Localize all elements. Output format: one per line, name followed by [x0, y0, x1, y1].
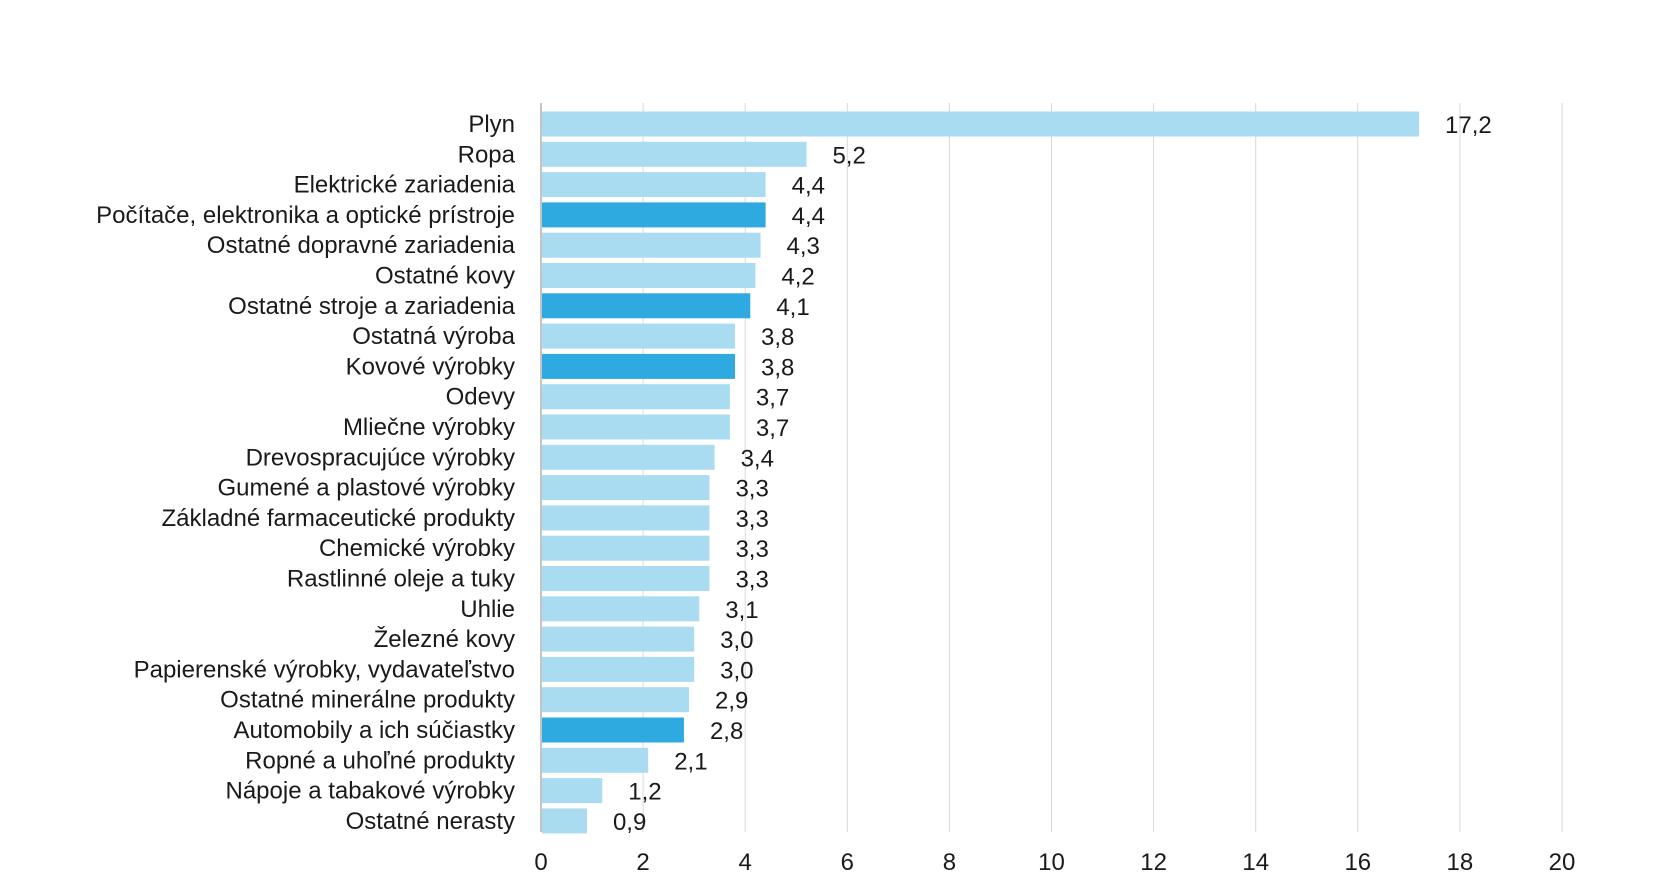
bars [542, 111, 1420, 834]
x-tick-label-10: 10 [1038, 849, 1065, 876]
value-label: 3,3 [735, 536, 768, 563]
bar-17 [542, 626, 695, 652]
x-tick-label-12: 12 [1140, 849, 1167, 876]
value-label: 4,3 [787, 233, 820, 260]
x-tick-label-4: 4 [739, 849, 752, 876]
category-labels: Plyn Ropa Elektrické zariadenia Počítače, e… [96, 111, 516, 835]
category-label: Ostatné minerálne produkty [220, 687, 515, 714]
x-tick-label-20: 20 [1549, 849, 1576, 876]
value-label: 3,3 [735, 567, 768, 594]
bar-9 [542, 384, 730, 410]
bar-14 [542, 535, 710, 561]
category-label: Drevospracujúce výrobky [246, 444, 515, 471]
x-axis-tick-labels: 0 2 4 6 8 10 12 14 16 18 20 [534, 849, 1575, 876]
bar-19 [542, 687, 690, 713]
category-label: Nápoje a tabakové výrobky [226, 778, 516, 805]
category-label: Základné farmaceutické produkty [161, 505, 515, 532]
category-label: Počítače, elektronika a optické prístroj… [96, 202, 515, 229]
bar-20 [542, 717, 684, 743]
value-label: 2,8 [710, 718, 743, 745]
value-label: 3,0 [720, 627, 753, 654]
category-label: Chemické výrobky [319, 535, 515, 562]
bar-22 [542, 778, 603, 804]
category-label: Odevy [446, 384, 515, 411]
bar-16 [542, 596, 700, 622]
category-label: Ostatné nerasty [346, 808, 515, 835]
x-tick-label-0: 0 [534, 849, 547, 876]
x-tick-label-16: 16 [1344, 849, 1371, 876]
value-label: 3,3 [735, 476, 768, 503]
value-label: 5,2 [832, 142, 865, 169]
value-label: 4,1 [776, 294, 809, 321]
category-label: Ropné a uhoľné produkty [245, 747, 515, 774]
bar-11 [542, 444, 715, 470]
gridlines [642, 103, 1563, 832]
category-label: Automobily a ich súčiastky [234, 717, 515, 744]
value-label: 17,2 [1445, 112, 1492, 139]
bar-1 [542, 141, 807, 167]
category-label: Gumené a plastové výrobky [218, 475, 515, 502]
category-label: Elektrické zariadenia [294, 172, 516, 199]
bar-2 [542, 172, 766, 198]
value-label: 0,9 [613, 809, 646, 836]
category-label: Rastlinné oleje a tuky [287, 566, 515, 593]
category-label: Uhlie [460, 596, 515, 623]
bar-12 [542, 475, 710, 501]
category-label: Ostatné kovy [375, 263, 515, 290]
bar-8 [542, 353, 735, 379]
category-label: Železné kovy [374, 626, 515, 653]
bar-10 [542, 414, 730, 440]
bar-0 [542, 111, 1420, 137]
value-label: 3,1 [725, 597, 758, 624]
category-label: Ostatné dopravné zariadenia [207, 232, 516, 259]
category-label: Ropa [458, 141, 516, 168]
x-tick-label-14: 14 [1242, 849, 1269, 876]
bar-18 [542, 656, 695, 682]
value-label: 2,1 [674, 748, 707, 775]
bar-23 [542, 808, 587, 834]
category-label: Ostatná výroba [352, 323, 515, 350]
value-label: 3,3 [735, 506, 768, 533]
bar-3 [542, 202, 766, 228]
category-label: Plyn [468, 111, 515, 138]
value-label: 4,2 [781, 264, 814, 291]
x-tick-label-6: 6 [841, 849, 854, 876]
category-label: Ostatné stroje a zariadenia [228, 293, 515, 320]
bar-15 [542, 566, 710, 591]
x-tick-label-18: 18 [1447, 849, 1474, 876]
value-labels: 17,2 5,2 4,4 4,4 4,3 4,2 4,1 3,8 3,8 3,7 3,7 3,4 3,3… [613, 112, 1492, 836]
bar-4 [542, 232, 761, 258]
bar-21 [542, 747, 649, 773]
bar-7 [542, 323, 735, 349]
value-label: 3,8 [761, 324, 794, 351]
value-label: 3,0 [720, 657, 753, 684]
x-tick-label-2: 2 [636, 849, 649, 876]
value-label: 1,2 [628, 779, 661, 806]
value-label: 3,4 [741, 445, 774, 472]
category-label: Kovové výrobky [346, 353, 515, 380]
bar-5 [542, 263, 756, 288]
bar-13 [542, 505, 710, 531]
bar-6 [542, 293, 751, 319]
value-label: 3,8 [761, 354, 794, 381]
value-label: 4,4 [792, 173, 825, 200]
x-tick-label-8: 8 [943, 849, 956, 876]
value-label: 3,7 [756, 385, 789, 412]
category-label: Papierenské výrobky, vydavateľstvo [134, 656, 515, 683]
value-label: 3,7 [756, 415, 789, 442]
value-label: 2,9 [715, 688, 748, 715]
category-label: Mliečne výrobky [343, 414, 515, 441]
value-label: 4,4 [792, 203, 825, 230]
